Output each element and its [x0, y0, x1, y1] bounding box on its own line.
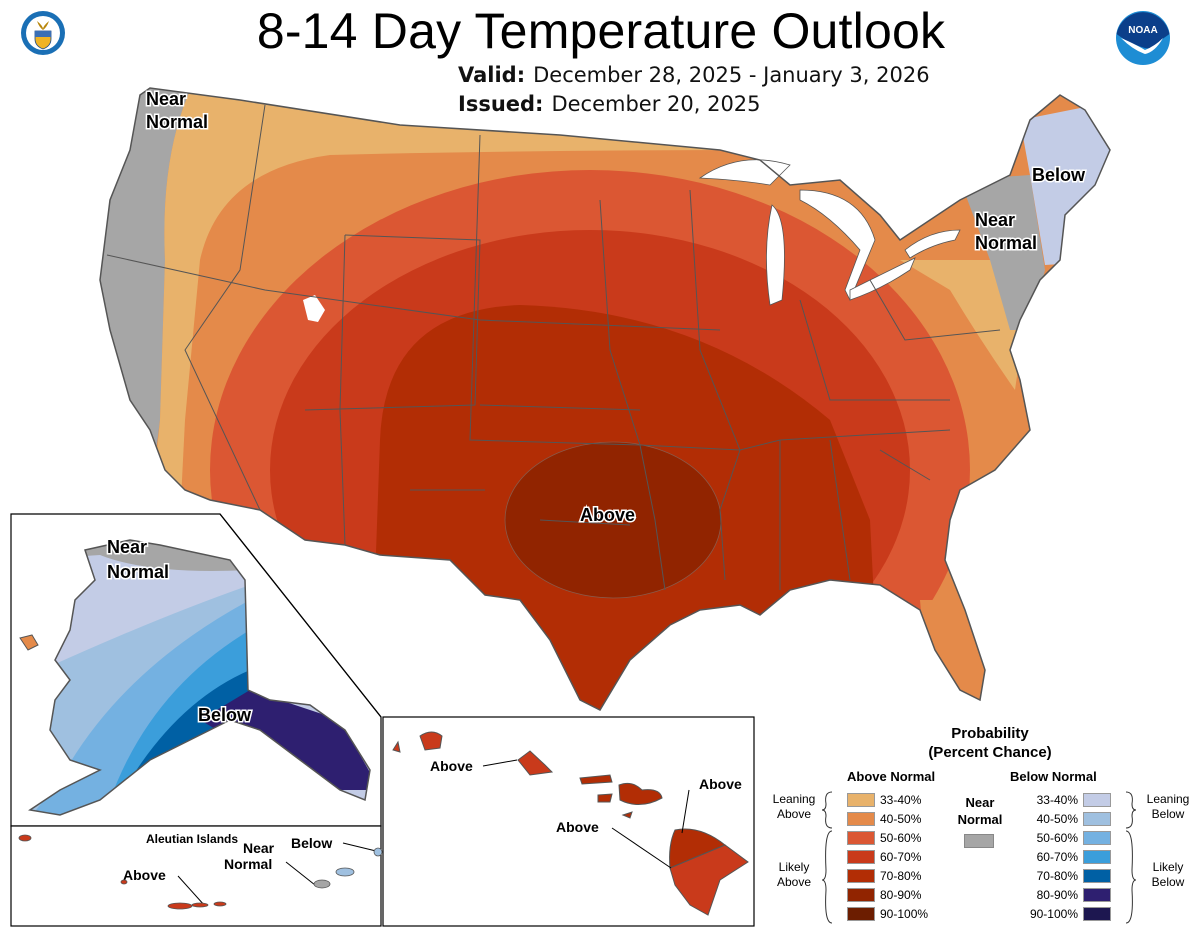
legend-swatch [1083, 849, 1111, 864]
near-normal-swatch [964, 834, 994, 848]
legend-above-90-100%: 90-100% [847, 905, 928, 922]
legend-below-80-90%: 80-90% [1020, 886, 1111, 903]
leaning-below-label: Leaning Below [1146, 792, 1190, 821]
legend-swatch [847, 906, 875, 921]
legend-swatch [1083, 887, 1111, 902]
legend-below-70-80%: 70-80% [1020, 867, 1111, 884]
legend-range-label: 40-50% [1036, 811, 1078, 826]
below-normal-header: Below Normal [1010, 769, 1097, 784]
commerce-seal-icon [21, 11, 65, 55]
issued-value: December 20, 2025 [551, 92, 761, 116]
legend-swatch [847, 849, 875, 864]
legend-swatch [847, 811, 875, 826]
legend-range-label: 80-90% [1036, 887, 1078, 902]
svg-text:Normal: Normal [975, 233, 1037, 253]
legend-range-label: 60-70% [1036, 849, 1078, 864]
conus-outline [99, 87, 1111, 711]
svg-text:Normal: Normal [107, 562, 169, 582]
svg-text:Above: Above [580, 505, 635, 525]
legend-range-label: 50-60% [1036, 830, 1078, 845]
legend-range-label: 90-100% [880, 906, 929, 921]
legend-range-label: 70-80% [1036, 868, 1078, 883]
legend-range-label: 70-80% [880, 868, 922, 883]
svg-text:Below: Below [1032, 165, 1086, 185]
svg-text:Above: Above [699, 776, 742, 792]
noaa-logo-icon: NOAA [1116, 11, 1170, 65]
issued-label: Issued: [458, 92, 544, 116]
svg-text:NOAA: NOAA [1128, 25, 1157, 36]
aleutian-inset: Aleutian Islands Near Normal Below Above [10, 825, 383, 927]
hawaii-inset: Above Above Above [382, 716, 755, 927]
legend-above-33-40%: 33-40% [847, 791, 921, 808]
likely-below-label: Likely Below [1151, 860, 1185, 889]
above-brace-icon [821, 791, 833, 924]
legend-swatch [847, 887, 875, 902]
svg-text:Above: Above [556, 819, 599, 835]
svg-text:Above: Above [430, 758, 473, 774]
legend-range-label: 80-90% [880, 887, 922, 902]
valid-dates: Valid: December 28, 2025 - January 3, 202… [458, 63, 930, 87]
legend-range-label: 60-70% [880, 849, 922, 864]
legend-above-80-90%: 80-90% [847, 886, 921, 903]
legend-above-40-50%: 40-50% [847, 810, 921, 827]
legend-swatch [1083, 811, 1111, 826]
legend-range-label: 90-100% [1029, 906, 1078, 921]
valid-value: December 28, 2025 - January 3, 2026 [533, 63, 930, 87]
svg-text:Above: Above [123, 867, 166, 883]
likely-above-label: Likely Above [776, 860, 812, 889]
state-borders [106, 104, 1001, 591]
legend-range-label: 33-40% [880, 792, 922, 807]
near-normal-label: Near Normal [957, 795, 1003, 827]
legend-swatch [847, 868, 875, 883]
legend-above-70-80%: 70-80% [847, 867, 921, 884]
svg-text:Near: Near [146, 89, 186, 109]
legend-above-60-70%: 60-70% [847, 848, 921, 865]
legend-range-label: 33-40% [1036, 792, 1078, 807]
svg-text:Normal: Normal [146, 112, 208, 132]
svg-text:Near: Near [107, 537, 147, 557]
legend-below-90-100%: 90-100% [1020, 905, 1111, 922]
alaska-inset: Near Normal Below [10, 513, 382, 827]
valid-label: Valid: [458, 63, 526, 87]
svg-text:Near: Near [975, 210, 1015, 230]
map-title: 8-14 Day Temperature Outlook [256, 3, 946, 59]
probability-legend: Probability (Percent Chance) Above Norma… [770, 722, 1202, 928]
svg-text:Aleutian Islands: Aleutian Islands [146, 832, 238, 846]
legend-range-label: 50-60% [880, 830, 922, 845]
legend-swatch [1083, 906, 1111, 921]
below-brace-icon [1125, 791, 1137, 924]
legend-below-33-40%: 33-40% [1020, 791, 1111, 808]
above-normal-header: Above Normal [847, 769, 936, 784]
legend-title: Probability (Percent Chance) [928, 725, 1052, 761]
legend-below-60-70%: 60-70% [1020, 848, 1111, 865]
legend-swatch [1083, 792, 1111, 807]
leaning-above-label: Leaning Above [772, 792, 816, 821]
legend-below-40-50%: 40-50% [1020, 810, 1111, 827]
svg-text:Below: Below [198, 705, 252, 725]
legend-below-50-60%: 50-60% [1020, 829, 1111, 846]
svg-text:Near: Near [243, 840, 275, 856]
legend-swatch [847, 830, 875, 845]
issued-date: Issued: December 20, 2025 [458, 92, 761, 116]
legend-swatch [847, 792, 875, 807]
svg-text:Below: Below [291, 835, 332, 851]
legend-range-label: 40-50% [880, 811, 922, 826]
svg-text:Normal: Normal [224, 856, 272, 872]
legend-above-50-60%: 50-60% [847, 829, 921, 846]
legend-swatch [1083, 830, 1111, 845]
legend-swatch [1083, 868, 1111, 883]
